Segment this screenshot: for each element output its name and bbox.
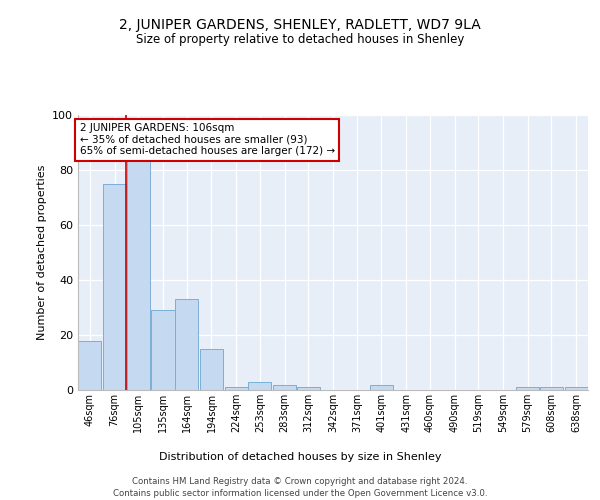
Text: Contains HM Land Registry data © Crown copyright and database right 2024.
Contai: Contains HM Land Registry data © Crown c… (113, 477, 487, 498)
Text: Size of property relative to detached houses in Shenley: Size of property relative to detached ho… (136, 32, 464, 46)
Bar (103, 184, 126, 390)
Bar (297, 387, 320, 390)
Bar (151, 310, 175, 390)
Bar (224, 387, 248, 390)
Bar (516, 387, 539, 390)
Text: Distribution of detached houses by size in Shenley: Distribution of detached houses by size … (159, 452, 441, 462)
Text: 2 JUNIPER GARDENS: 106sqm
← 35% of detached houses are smaller (93)
65% of semi-: 2 JUNIPER GARDENS: 106sqm ← 35% of detac… (80, 123, 335, 156)
Bar (200, 349, 223, 390)
Bar (248, 382, 271, 390)
Text: 2, JUNIPER GARDENS, SHENLEY, RADLETT, WD7 9LA: 2, JUNIPER GARDENS, SHENLEY, RADLETT, WD… (119, 18, 481, 32)
Bar (565, 387, 587, 390)
Bar (79, 340, 101, 390)
Bar (175, 299, 199, 390)
Bar (273, 384, 296, 390)
Y-axis label: Number of detached properties: Number of detached properties (37, 165, 47, 340)
Bar (540, 387, 563, 390)
Bar (370, 384, 393, 390)
Bar (127, 156, 150, 390)
